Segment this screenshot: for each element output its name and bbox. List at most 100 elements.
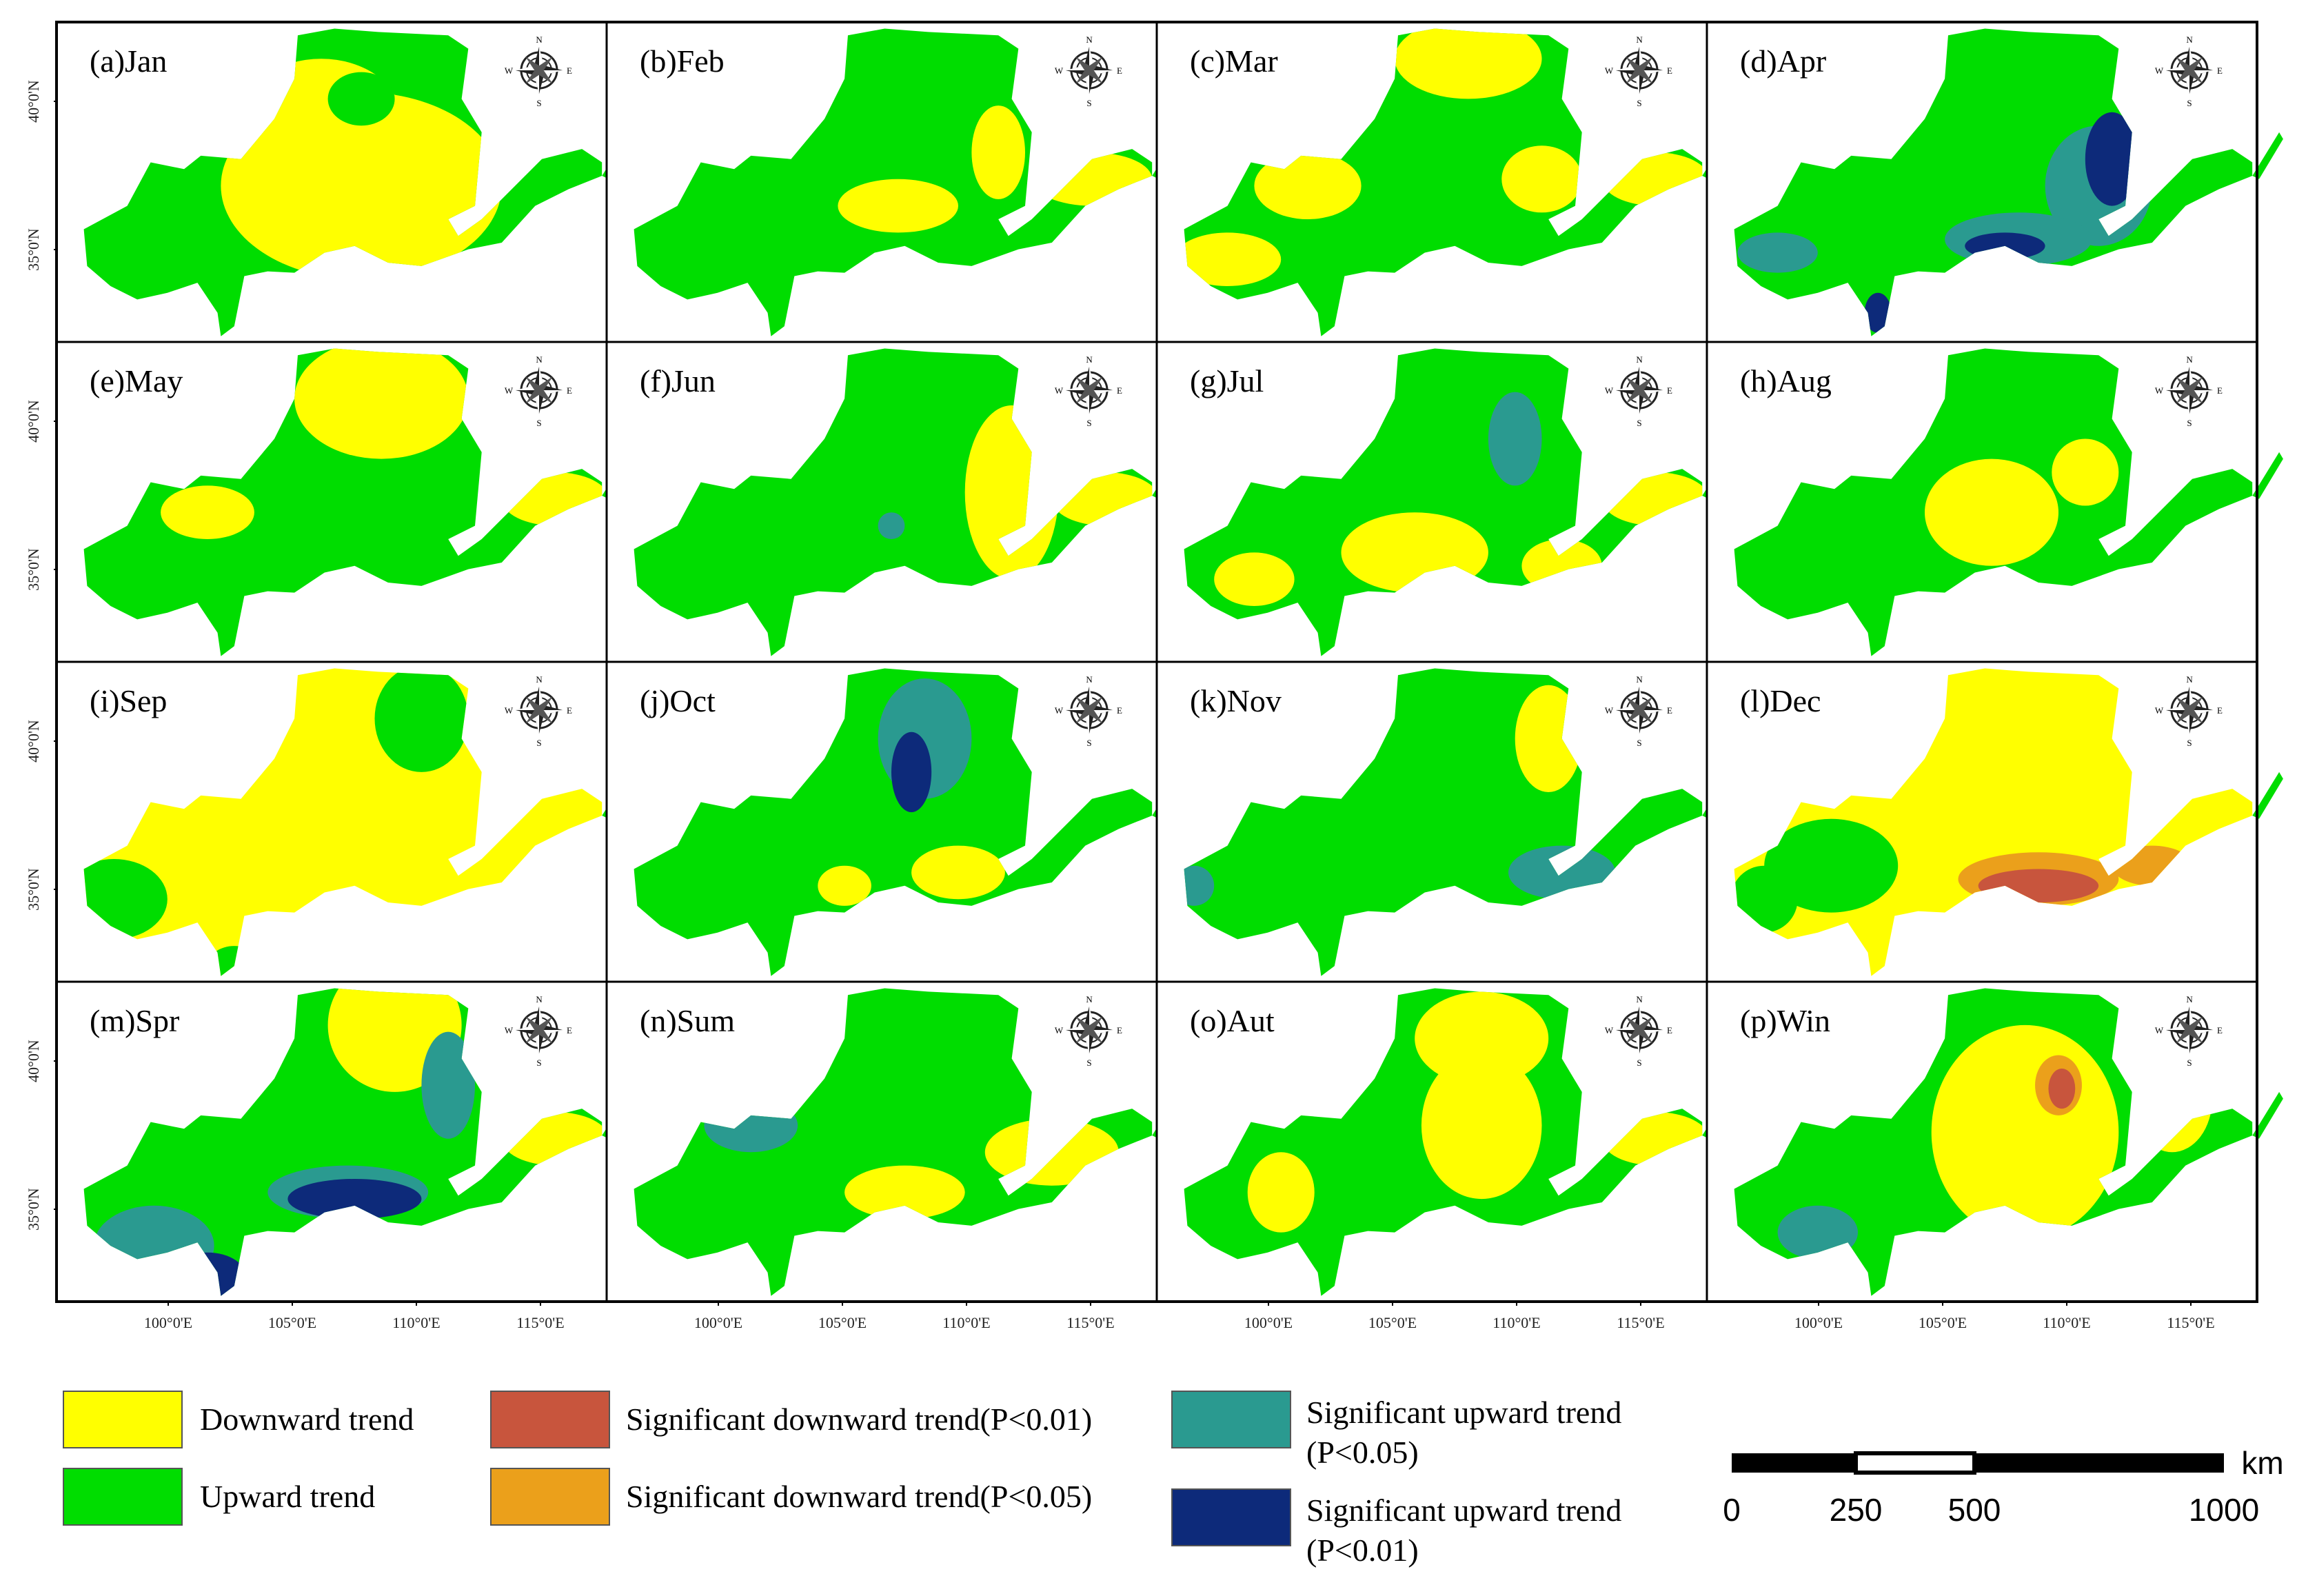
panel-label: (b)Feb — [640, 43, 725, 79]
map-panel: (m)Spr N S E W — [55, 980, 633, 1303]
legend-item: Significant downward trend(P<0.05) — [490, 1468, 1092, 1526]
trend-region — [891, 731, 932, 813]
lat-tick-label: 35°0'N — [25, 1188, 42, 1231]
scale-tick-label: 500 — [1948, 1492, 2001, 1528]
lon-tick-label: 105°0'E — [268, 1314, 316, 1331]
trend-region — [1931, 1024, 2119, 1240]
legend-swatch — [1171, 1488, 1291, 1546]
trend-region — [1214, 552, 1295, 606]
compass-icon: N S E W — [505, 994, 572, 1068]
legend-label: Upward trend — [200, 1479, 375, 1514]
legend-swatch — [1171, 1391, 1291, 1448]
lon-tick-label: 100°0'E — [1794, 1314, 1843, 1331]
compass-s: S — [2187, 738, 2192, 748]
lon-tick-label: 115°0'E — [516, 1314, 564, 1331]
compass-s: S — [2187, 98, 2192, 108]
compass-icon: N S E W — [1605, 354, 1672, 428]
trend-region — [1764, 818, 1899, 913]
panel-label: (c)Mar — [1190, 43, 1278, 79]
compass-n: N — [2186, 994, 2193, 1004]
compass-s: S — [536, 418, 541, 428]
lon-tick-label: 115°0'E — [2167, 1314, 2214, 1331]
compass-e: E — [1667, 705, 1672, 716]
trend-region — [1488, 392, 1542, 486]
compass-s: S — [2187, 418, 2192, 428]
legend-label: Downward trend — [200, 1402, 414, 1437]
compass-e: E — [1667, 385, 1672, 396]
compass-w: W — [1055, 705, 1064, 716]
compass-n: N — [2186, 34, 2193, 45]
compass-w: W — [2155, 65, 2164, 76]
trend-region — [1777, 1205, 1858, 1260]
compass-e: E — [1117, 385, 1122, 396]
legend-item: Downward trend — [63, 1391, 414, 1448]
lon-tick-label: 105°0'E — [1368, 1314, 1417, 1331]
legend-label: Significant downward trend(P<0.01) — [626, 1402, 1092, 1437]
compass-w: W — [1605, 1025, 1614, 1036]
trend-region — [838, 179, 958, 233]
compass-n: N — [1636, 674, 1643, 685]
compass-s: S — [1637, 98, 1641, 108]
legend-swatch — [490, 1391, 610, 1448]
compass-n: N — [1636, 34, 1643, 45]
compass-n: N — [536, 674, 543, 685]
lat-tick-label: 40°0'N — [25, 80, 42, 123]
river-mouth — [2252, 132, 2283, 179]
lat-tick-label: 40°0'N — [25, 720, 42, 762]
trend-region — [1737, 232, 1818, 273]
lon-tick-label: 105°0'E — [818, 1314, 867, 1331]
legend-label: (P<0.05) — [1306, 1435, 1419, 1470]
map-panel: (c)Mar N S E W — [1155, 21, 1733, 343]
compass-e: E — [2217, 1025, 2223, 1036]
lon-tick-label: 100°0'E — [144, 1314, 192, 1331]
compass-n: N — [1086, 674, 1093, 685]
legend-item: Significant upward trend (P<0.05) — [1171, 1391, 1621, 1470]
trend-region — [1864, 292, 1892, 333]
compass-n: N — [1636, 994, 1643, 1004]
scale-segment — [1854, 1451, 1976, 1475]
trend-region — [1395, 28, 1542, 99]
legend-swatch — [63, 1391, 183, 1448]
trend-region — [374, 668, 469, 772]
compass-s: S — [1637, 1058, 1641, 1068]
map-panel: (b)Feb N S E W — [605, 21, 1183, 343]
panel-label: (f)Jun — [640, 363, 716, 398]
compass-w: W — [505, 705, 514, 716]
trend-region — [421, 1031, 475, 1139]
river-mouth — [2252, 452, 2283, 499]
lon-tick-label: 110°0'E — [2043, 1314, 2090, 1331]
lon-tick-label: 115°0'E — [1617, 1314, 1664, 1331]
compass-w: W — [1605, 65, 1614, 76]
compass-s: S — [1086, 98, 1091, 108]
compass-icon: N S E W — [1605, 34, 1672, 108]
river-mouth — [2252, 771, 2283, 819]
scale-tick-label: 250 — [1830, 1492, 1883, 1528]
lon-tick-label: 110°0'E — [392, 1314, 440, 1331]
trend-region — [1421, 1051, 1542, 1200]
legend-label: Significant downward trend(P<0.05) — [626, 1479, 1092, 1514]
compass-e: E — [1117, 1025, 1122, 1036]
compass-e: E — [2217, 65, 2223, 76]
trend-region — [1184, 865, 1215, 906]
compass-e: E — [567, 705, 572, 716]
trend-region — [878, 512, 905, 539]
compass-n: N — [2186, 354, 2193, 365]
compass-n: N — [1086, 354, 1093, 365]
compass-s: S — [1637, 738, 1641, 748]
panel-label: (m)Spr — [90, 1003, 179, 1038]
panel-label: (g)Jul — [1190, 363, 1264, 398]
compass-e: E — [1117, 65, 1122, 76]
compass-e: E — [1667, 65, 1672, 76]
trend-region — [1247, 1152, 1315, 1233]
map-panel: (i)Sep N S E W — [55, 660, 633, 983]
lat-tick-label: 35°0'N — [25, 868, 42, 911]
panel-label: (o)Aut — [1190, 1003, 1275, 1038]
lon-tick-label: 115°0'E — [1066, 1314, 1114, 1331]
compass-w: W — [1055, 385, 1064, 396]
compass-w: W — [2155, 705, 2164, 716]
compass-w: W — [1055, 1025, 1064, 1036]
compass-icon: N S E W — [505, 354, 572, 428]
scale-segment — [1732, 1453, 1856, 1473]
compass-e: E — [2217, 385, 2223, 396]
